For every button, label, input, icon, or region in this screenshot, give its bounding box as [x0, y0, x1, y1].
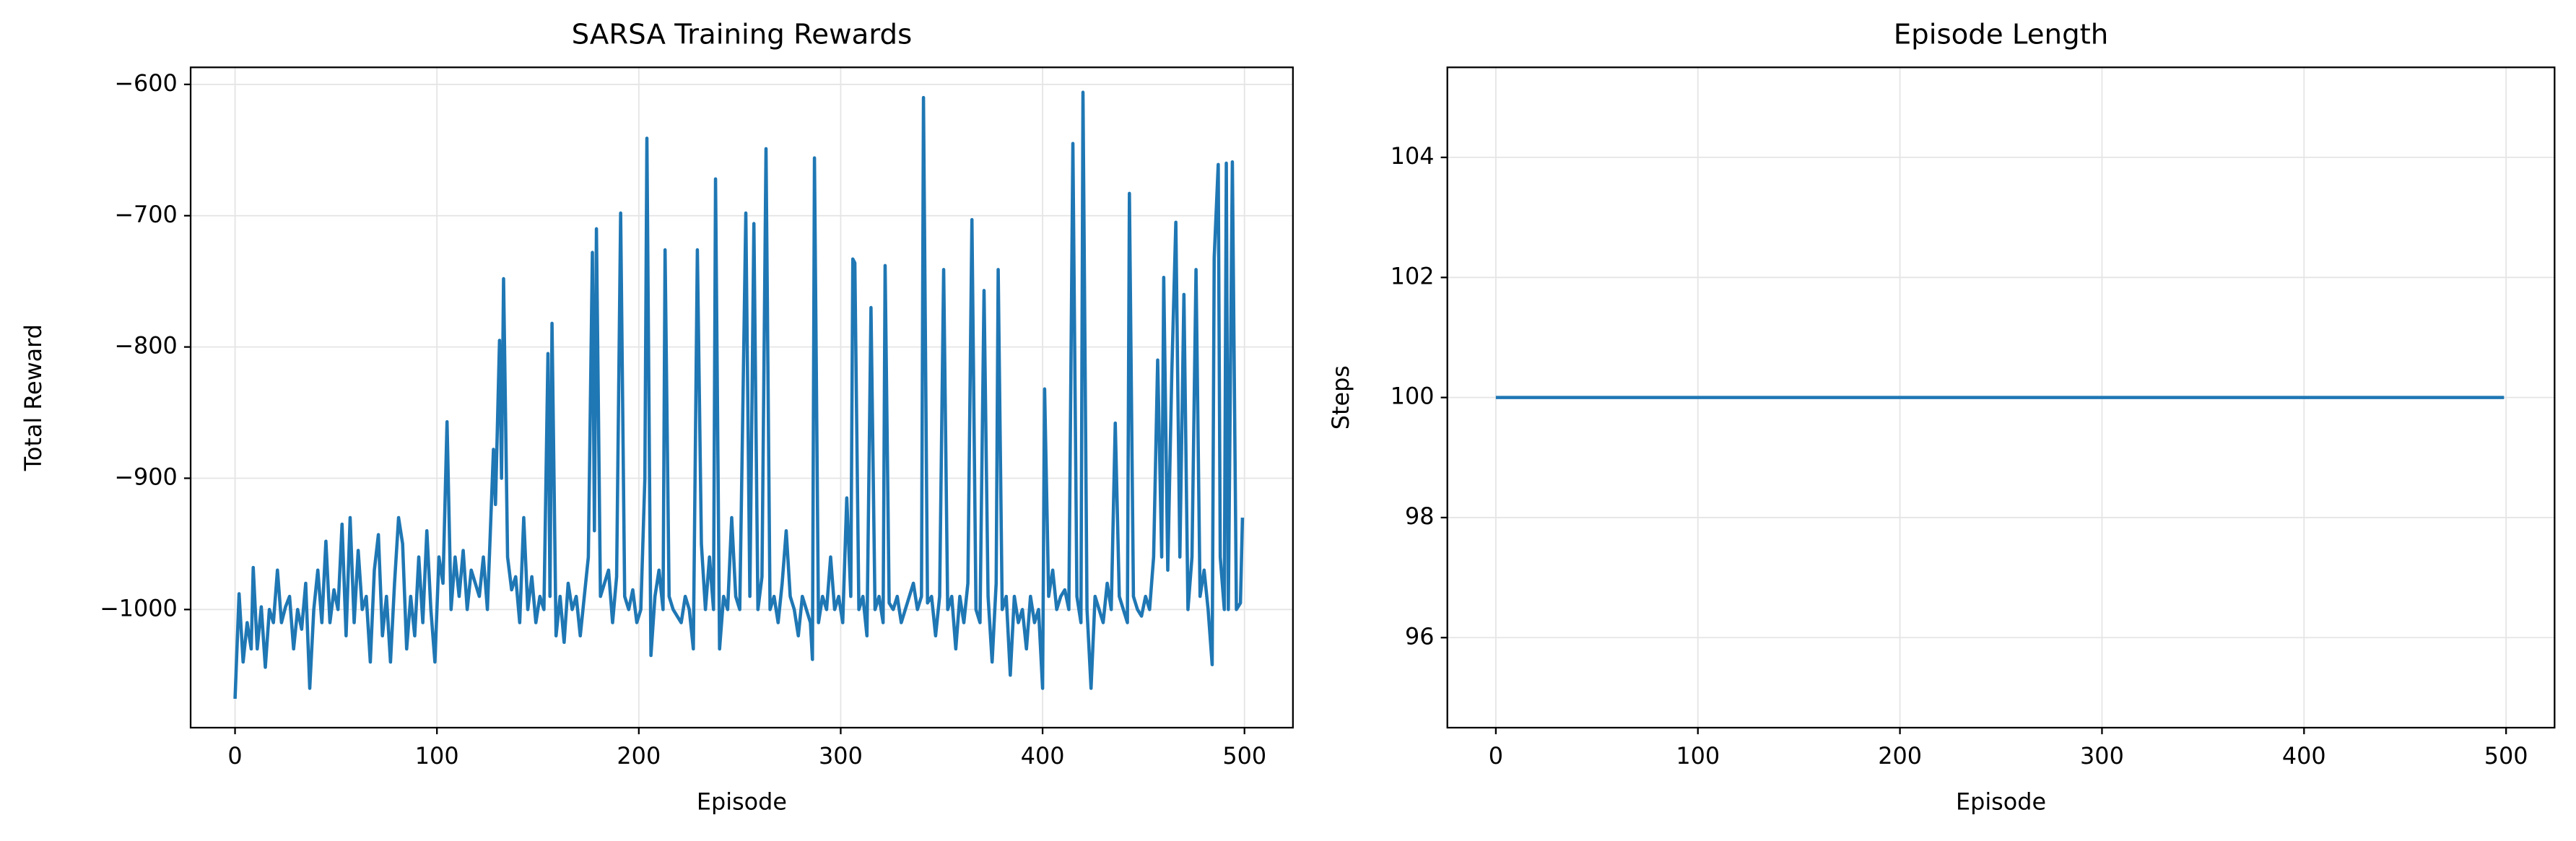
x-axis-label: Episode: [697, 788, 787, 816]
plot-frame: [1446, 66, 2556, 729]
y-tick-label: 96: [1405, 622, 1435, 650]
y-tick-label: −800: [114, 332, 177, 360]
x-axis-label: Episode: [1956, 788, 2046, 816]
plot-frame: [189, 66, 1294, 729]
y-tick-label: 104: [1391, 142, 1435, 170]
x-tick-label: 300: [819, 742, 863, 770]
chart-title: SARSA Training Rewards: [572, 19, 913, 51]
y-tick-label: 102: [1391, 262, 1435, 289]
x-tick-label: 0: [227, 742, 242, 770]
x-tick-label: 300: [2080, 742, 2124, 770]
x-tick-label: 0: [1489, 742, 1503, 770]
x-tick-label: 400: [1021, 742, 1065, 770]
x-tick-label: 100: [415, 742, 459, 770]
y-tick-label: −700: [114, 201, 177, 228]
chart-title: Episode Length: [1894, 19, 2109, 51]
x-tick-label: 200: [1878, 742, 1922, 770]
x-tick-label: 500: [2484, 742, 2528, 770]
line: [233, 90, 1245, 700]
y-axis-label: Total Reward: [19, 324, 47, 471]
x-tick-label: 400: [2282, 742, 2326, 770]
y-tick-label: 100: [1391, 383, 1435, 410]
y-tick-label: 98: [1405, 502, 1435, 530]
y-tick-label: −1000: [100, 594, 178, 622]
y-tick-label: −900: [114, 463, 177, 490]
x-tick-label: 200: [617, 742, 661, 770]
y-tick-label: −600: [114, 69, 177, 97]
y-axis-label: Steps: [1327, 365, 1354, 430]
x-tick-label: 100: [1676, 742, 1720, 770]
x-tick-label: 500: [1222, 742, 1266, 770]
